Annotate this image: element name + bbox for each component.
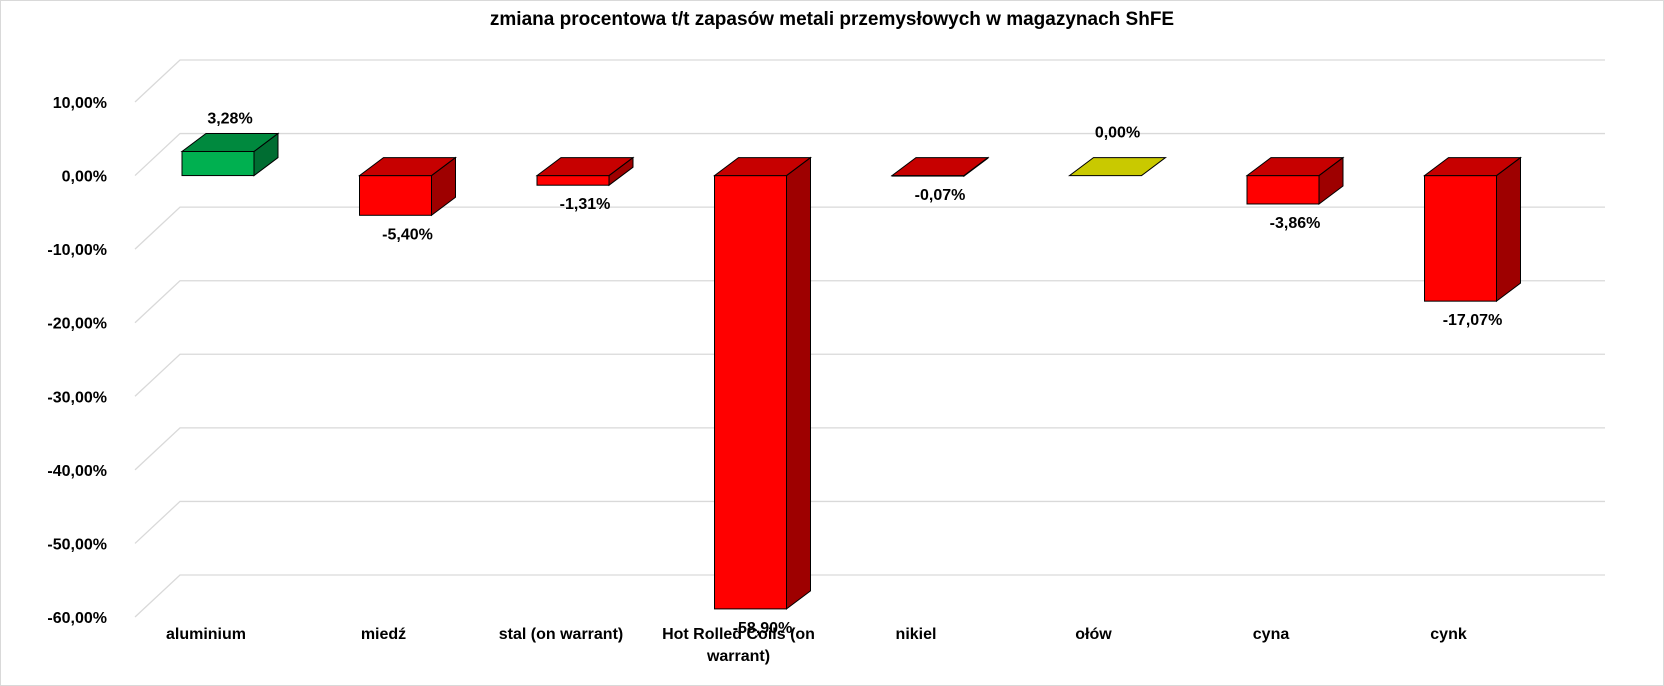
category-label: aluminium (166, 626, 246, 643)
category-label: cynk (1430, 626, 1467, 643)
data-label: -58,90% (733, 620, 793, 637)
data-label: -1,31% (560, 196, 611, 213)
bar-front-face (1424, 175, 1497, 302)
gridline (134, 280, 1605, 324)
gridline (134, 500, 1605, 544)
category-label-line: warrant) (706, 648, 770, 665)
bar-top-face (1068, 157, 1167, 177)
bars (180, 132, 1522, 610)
y-tick-label: -30,00% (47, 389, 107, 406)
bar (358, 156, 457, 217)
gridline (134, 59, 1605, 103)
chart-title: zmiana procentowa t/t zapasów metali prz… (490, 9, 1174, 30)
data-label: -3,86% (1270, 215, 1321, 232)
gridline (134, 206, 1605, 250)
gridline (134, 353, 1605, 397)
data-label: 0,00% (1095, 125, 1140, 142)
bar-top-face (1245, 157, 1345, 177)
y-tick-label: -40,00% (47, 463, 107, 480)
gridline (134, 574, 1605, 618)
gridline (134, 427, 1605, 471)
y-tick-label: -20,00% (47, 316, 107, 333)
category-label: ołów (1075, 626, 1112, 643)
category-label: cyna (1253, 626, 1290, 643)
bar-top-face (535, 157, 635, 177)
gridlines (134, 59, 1605, 618)
bar-side-face (1496, 156, 1521, 303)
y-tick-label: 0,00% (62, 169, 107, 186)
bar-top-face (180, 132, 280, 152)
data-labels: 3,28% -5,40% -1,31% -58,90% -0,07% 0,00% -3,86… (207, 110, 1502, 636)
y-tick-label: -10,00% (47, 242, 107, 259)
y-tick-label: -50,00% (47, 536, 107, 553)
bar-front-face (536, 175, 610, 186)
y-axis-ticks: 10,00% 0,00% -10,00% -20,00% -30,00% -40,00% -… (47, 95, 107, 627)
bar-side-face (786, 156, 811, 610)
bar-front-face (181, 150, 255, 177)
bar (890, 156, 990, 178)
y-tick-label: 10,00% (53, 95, 107, 112)
y-tick-label: -60,00% (47, 610, 107, 627)
category-label: Hot Rolled Coils (on warrant) (662, 626, 815, 665)
category-label-line: Hot Rolled Coils (on (662, 626, 815, 643)
bar-top-face (1423, 157, 1522, 177)
category-label: stal (on warrant) (499, 626, 623, 643)
bar-front-face (714, 175, 787, 610)
bar-front-face (359, 175, 432, 216)
data-label: -5,40% (382, 226, 433, 243)
data-label: -0,07% (915, 187, 966, 204)
data-label: 3,28% (207, 110, 252, 127)
bar (1245, 156, 1345, 205)
bar (1068, 157, 1167, 177)
category-label: nikiel (896, 626, 937, 643)
bar (180, 132, 280, 177)
bar (535, 156, 635, 187)
category-label: miedź (361, 626, 406, 643)
gridline (134, 132, 1605, 177)
data-label: -17,07% (1443, 312, 1503, 329)
bar-top-face (713, 157, 812, 177)
bar-front-face (1246, 175, 1320, 205)
bar-top-face (358, 157, 457, 177)
bar-top-face (890, 157, 990, 177)
bar (1423, 156, 1522, 303)
bar (713, 156, 812, 610)
category-labels: aluminium miedź stal (on warrant) Hot Rolle… (166, 626, 1467, 665)
